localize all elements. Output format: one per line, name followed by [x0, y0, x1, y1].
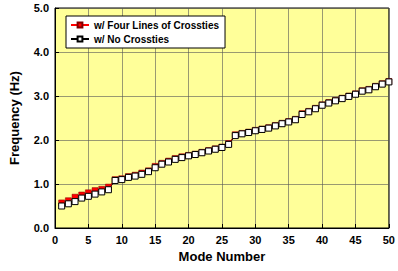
svg-text:3.0: 3.0	[34, 90, 49, 102]
svg-text:w/ No Crossties: w/ No Crossties	[93, 34, 169, 45]
svg-text:w/ Four Lines of Crossties: w/ Four Lines of Crossties	[93, 20, 219, 31]
svg-text:45: 45	[349, 234, 361, 246]
svg-text:Mode Number: Mode Number	[179, 249, 266, 264]
svg-text:5: 5	[85, 234, 91, 246]
svg-text:20: 20	[182, 234, 194, 246]
svg-text:0.0: 0.0	[34, 222, 49, 234]
svg-text:15: 15	[149, 234, 161, 246]
svg-text:1.0: 1.0	[34, 178, 49, 190]
svg-text:35: 35	[283, 234, 295, 246]
svg-text:4.0: 4.0	[34, 46, 49, 58]
svg-text:25: 25	[216, 234, 228, 246]
svg-text:2.0: 2.0	[34, 134, 49, 146]
svg-text:Frequency (Hz): Frequency (Hz)	[7, 71, 22, 165]
svg-text:0: 0	[52, 234, 58, 246]
svg-text:40: 40	[316, 234, 328, 246]
svg-text:50: 50	[383, 234, 395, 246]
svg-text:30: 30	[249, 234, 261, 246]
svg-text:5.0: 5.0	[34, 2, 49, 14]
svg-text:10: 10	[116, 234, 128, 246]
